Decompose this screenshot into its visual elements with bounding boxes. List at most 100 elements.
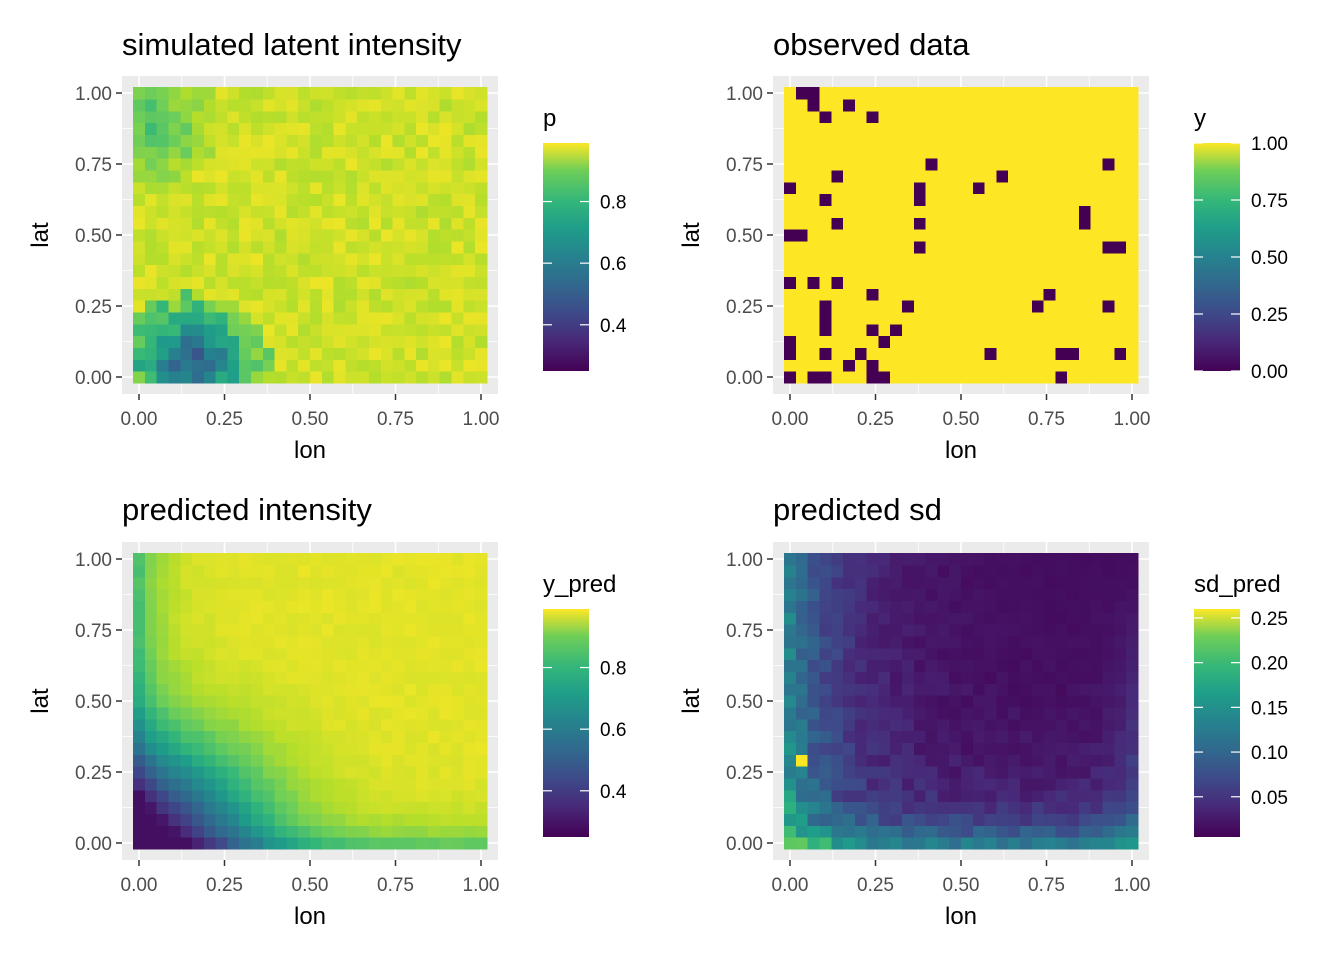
heatmap-cell: [1102, 564, 1115, 578]
heatmap-cell: [913, 683, 927, 696]
heatmap-cell: [1090, 553, 1104, 566]
heatmap-cell: [333, 288, 346, 301]
heatmap-cell: [416, 813, 429, 826]
heatmap-cell: [949, 193, 962, 207]
heatmap-cell: [215, 98, 229, 112]
legend-label: 0.50: [1251, 248, 1288, 269]
heatmap-cell: [274, 217, 288, 230]
heatmap-cell: [972, 600, 986, 613]
heatmap-cell: [156, 205, 170, 218]
heatmap-cell: [866, 240, 880, 254]
heatmap-cell: [274, 754, 288, 767]
heatmap-cell: [144, 311, 158, 325]
heatmap-cell: [333, 252, 346, 266]
heatmap-cell: [925, 347, 939, 360]
heatmap-cell: [819, 766, 832, 779]
heatmap-cell: [937, 825, 950, 838]
heatmap-cell: [996, 110, 1009, 124]
y-tick-label: 0.75: [726, 621, 763, 642]
heatmap-cell: [949, 300, 962, 313]
heatmap-cell: [1019, 789, 1033, 803]
heatmap-cell: [475, 87, 488, 100]
heatmap-cell: [902, 576, 915, 590]
heatmap-cell: [795, 146, 809, 159]
heatmap-cell: [1090, 371, 1104, 384]
heatmap-cell: [168, 683, 181, 696]
heatmap-cell: [321, 730, 335, 744]
heatmap-cell: [156, 695, 170, 708]
heatmap-cell: [1126, 754, 1139, 767]
heatmap-cell: [1067, 87, 1080, 100]
heatmap-cell: [368, 624, 382, 637]
heatmap-cell: [937, 134, 950, 147]
heatmap-cell: [996, 825, 1009, 838]
heatmap-cell: [156, 647, 170, 661]
heatmap-cell: [795, 323, 809, 337]
heatmap-cell: [1102, 600, 1115, 613]
heatmap-cell: [925, 359, 939, 372]
axes: 0.00 0.25 0.50 0.75 1.000.000.250.500.751.00…: [678, 84, 1150, 464]
heatmap-cell: [843, 801, 856, 815]
heatmap-cell: [984, 825, 997, 838]
heatmap-cell: [949, 205, 962, 218]
heatmap-cell: [1114, 600, 1127, 613]
heatmap-cell: [133, 730, 146, 744]
heatmap-cell: [831, 624, 844, 637]
heatmap-cell: [227, 588, 240, 602]
heatmap-cell: [156, 240, 170, 254]
heatmap-cell: [156, 553, 170, 566]
heatmap-cell: [215, 205, 229, 218]
heatmap-cell: [843, 635, 856, 649]
heatmap-cell: [463, 600, 476, 613]
heatmap-cell: [345, 311, 358, 325]
heatmap-cell: [913, 564, 927, 578]
heatmap-cell: [1043, 588, 1056, 602]
heatmap-cell: [203, 813, 217, 826]
heatmap-cell: [1008, 754, 1021, 767]
heatmap-cell: [404, 635, 417, 649]
heatmap-cell: [239, 706, 252, 720]
heatmap-cell: [180, 777, 193, 791]
heatmap-cell: [227, 323, 240, 337]
heatmap-cell: [807, 300, 821, 313]
heatmap-cell: [1019, 252, 1033, 266]
heatmap-cell: [180, 564, 193, 578]
heatmap-cell: [1090, 288, 1104, 301]
heatmap-cell: [1126, 98, 1139, 112]
heatmap-cell: [262, 122, 276, 136]
heatmap-cell: [368, 695, 382, 708]
heatmap-cell: [192, 600, 205, 613]
heatmap-cell: [831, 647, 844, 661]
heatmap-cell: [878, 588, 891, 602]
heatmap-cell: [1043, 205, 1056, 218]
heatmap-cell: [168, 671, 181, 684]
heatmap-cell: [795, 706, 809, 720]
heatmap-cell: [1019, 801, 1033, 815]
heatmap-cell: [262, 252, 276, 266]
heatmap-cell: [427, 647, 441, 661]
heatmap-cell: [1043, 825, 1056, 838]
heatmap-cell: [1055, 706, 1068, 720]
heatmap-cell: [1126, 217, 1139, 230]
heatmap-cell: [1031, 801, 1045, 815]
heatmap-cell: [984, 624, 997, 637]
heatmap-cell: [1043, 659, 1056, 673]
heatmap-cell: [913, 659, 927, 673]
heatmap-cell: [819, 754, 832, 767]
heatmap-cell: [1126, 671, 1139, 684]
heatmap-cell: [1019, 576, 1033, 590]
heatmap-cell: [215, 600, 229, 613]
heatmap-cell: [251, 323, 264, 337]
heatmap-cell: [843, 718, 856, 732]
heatmap-cell: [1067, 766, 1080, 779]
heatmap-cell: [984, 264, 997, 278]
heatmap-cell: [203, 122, 217, 136]
heatmap-cell: [807, 229, 821, 242]
heatmap-cell: [262, 323, 276, 337]
heatmap-cell: [463, 624, 476, 637]
heatmap-cell: [475, 659, 488, 673]
heatmap-cell: [380, 205, 394, 218]
heatmap-cell: [1031, 288, 1045, 301]
heatmap-cell: [996, 718, 1009, 732]
heatmap-cell: [961, 777, 974, 791]
